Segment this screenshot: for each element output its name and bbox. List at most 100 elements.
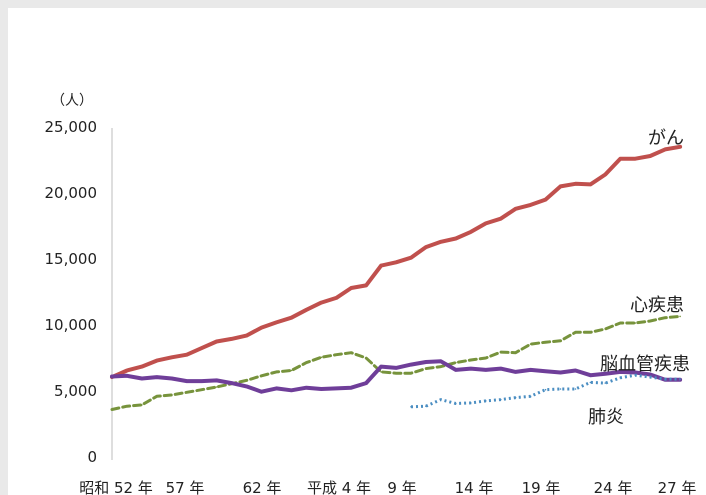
data-point — [245, 385, 248, 388]
data-point — [529, 369, 532, 371]
data-point — [365, 357, 367, 359]
data-point — [499, 398, 502, 401]
data-point — [559, 185, 562, 188]
data-point — [335, 387, 338, 390]
data-point — [186, 353, 188, 356]
data-point — [544, 388, 547, 391]
data-point — [171, 377, 173, 380]
data-point — [230, 382, 233, 384]
data-point — [589, 183, 592, 186]
data-point — [200, 380, 203, 382]
data-point — [634, 371, 637, 374]
data-point — [664, 148, 666, 151]
data-point — [275, 321, 278, 324]
series-3 — [410, 373, 681, 409]
series-0 — [110, 144, 683, 380]
data-point — [425, 405, 427, 408]
data-point — [514, 371, 517, 373]
data-point — [230, 338, 233, 340]
data-point — [350, 351, 353, 354]
data-point — [275, 387, 278, 390]
data-point — [440, 398, 442, 401]
data-point — [604, 373, 607, 375]
data-point — [425, 246, 427, 248]
data-point — [679, 378, 681, 380]
data-point — [380, 371, 382, 373]
data-point — [485, 400, 487, 402]
series-line — [410, 373, 681, 409]
x-tick-label: 27 年 — [658, 479, 697, 495]
data-point — [559, 371, 562, 374]
data-point — [200, 347, 203, 349]
x-tick-label: 57 年 — [166, 479, 205, 495]
data-point — [320, 301, 323, 304]
data-point — [485, 222, 487, 225]
data-point — [245, 379, 248, 382]
chart-panel: （人） 0 5,000 10,000 15,000 20,000 25,000 昭和 52… — [8, 8, 706, 495]
data-point — [619, 377, 622, 379]
data-point — [604, 328, 607, 330]
data-point — [111, 408, 113, 411]
data-point — [395, 367, 397, 369]
data-point — [320, 388, 323, 390]
data-point — [156, 359, 158, 362]
data-point — [589, 381, 592, 384]
data-point — [634, 157, 637, 160]
data-point — [649, 155, 651, 157]
series-2 — [110, 359, 683, 394]
data-point — [664, 378, 666, 380]
data-point — [559, 388, 562, 390]
data-point — [215, 386, 218, 388]
data-point — [619, 371, 622, 373]
data-point — [410, 363, 412, 366]
x-tick-label: 24 年 — [594, 479, 633, 495]
data-point — [290, 389, 293, 392]
series-label: 心疾患 — [630, 295, 684, 316]
data-point — [470, 359, 472, 361]
data-point — [544, 198, 547, 201]
series-label: 肺炎 — [588, 407, 624, 428]
data-point — [245, 334, 248, 337]
data-point — [141, 377, 143, 380]
data-point — [440, 365, 442, 368]
data-point — [305, 309, 308, 311]
data-point — [410, 406, 412, 408]
data-point — [470, 367, 472, 370]
data-point — [365, 382, 367, 384]
data-point — [634, 374, 637, 377]
x-tick-label: 昭和 52 年 — [79, 479, 153, 495]
x-tick-label: 19 年 — [522, 479, 561, 495]
data-point — [395, 261, 397, 264]
data-point — [305, 361, 308, 364]
data-point — [335, 353, 338, 356]
x-tick-label: 9 年 — [387, 479, 416, 495]
data-point — [350, 386, 353, 389]
data-point — [126, 369, 128, 372]
data-point — [455, 402, 457, 405]
series-1 — [110, 314, 682, 411]
data-point — [679, 315, 681, 318]
data-point — [514, 351, 517, 354]
data-point — [380, 264, 382, 267]
data-point — [544, 370, 547, 373]
data-point — [156, 376, 158, 378]
x-axis-ticks: 昭和 52 年 57 年 62 年 平成 4 年 9 年 14 年 19 年 24 年 27 年 — [79, 479, 696, 495]
data-point — [320, 356, 323, 359]
data-point — [126, 375, 128, 377]
y-tick-label: 10,000 — [45, 316, 98, 334]
data-point — [186, 380, 188, 382]
data-point — [664, 316, 666, 319]
data-point — [589, 331, 592, 334]
data-point — [440, 360, 442, 363]
data-point — [260, 390, 263, 393]
data-point — [574, 331, 577, 334]
data-point — [111, 375, 113, 378]
data-point — [574, 183, 577, 185]
data-point — [350, 287, 353, 289]
data-point — [634, 322, 637, 324]
data-point — [440, 241, 442, 243]
y-axis-unit-label: （人） — [51, 93, 93, 109]
data-point — [200, 388, 203, 391]
data-point — [529, 395, 532, 398]
data-point — [574, 388, 577, 390]
